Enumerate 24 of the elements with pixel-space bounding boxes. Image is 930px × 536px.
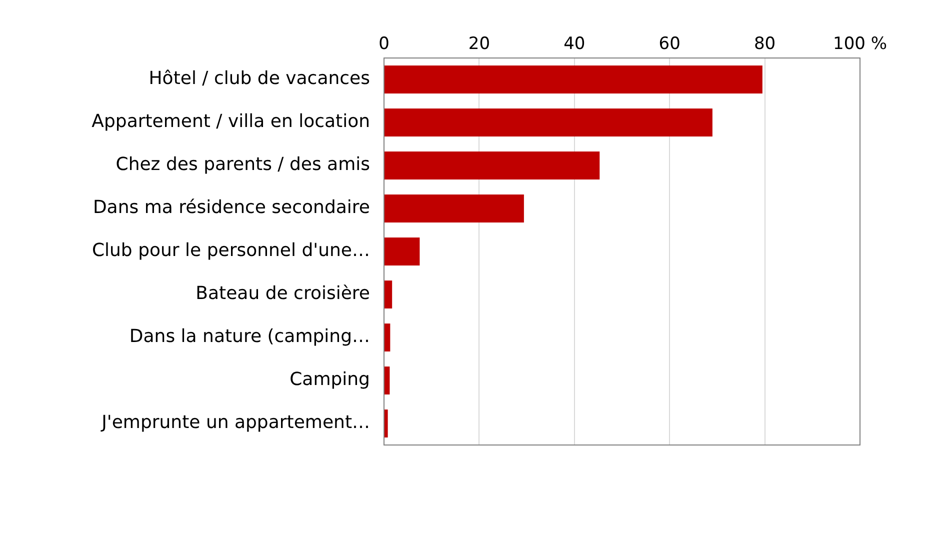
bar — [384, 410, 388, 438]
bar — [384, 66, 762, 94]
y-tick-label: Dans la nature (camping… — [129, 326, 370, 348]
bar — [384, 108, 712, 136]
y-tick-label: Dans ma résidence secondaire — [92, 197, 370, 218]
bar — [384, 194, 524, 222]
bar — [384, 280, 392, 308]
bar — [384, 324, 390, 352]
bar — [384, 152, 600, 180]
x-tick-label: 60 — [658, 34, 680, 54]
x-tick-label: 0 — [378, 34, 390, 54]
y-tick-label: Club pour le personnel d'une… — [92, 240, 370, 262]
bar — [384, 238, 420, 266]
x-tick-label: 100 % — [832, 34, 888, 54]
y-tick-label: Bateau de croisière — [196, 283, 370, 304]
y-tick-label: Hôtel / club de vacances — [148, 68, 370, 90]
x-tick-label: 20 — [468, 34, 490, 54]
bar — [384, 366, 390, 394]
x-tick-label: 80 — [754, 34, 776, 54]
y-tick-label: Appartement / villa en location — [92, 111, 370, 132]
x-tick-label: 40 — [564, 34, 586, 54]
y-tick-label: J'emprunte un appartement… — [100, 412, 370, 434]
y-tick-label: Camping — [290, 369, 370, 390]
y-tick-label: Chez des parents / des amis — [116, 154, 370, 176]
